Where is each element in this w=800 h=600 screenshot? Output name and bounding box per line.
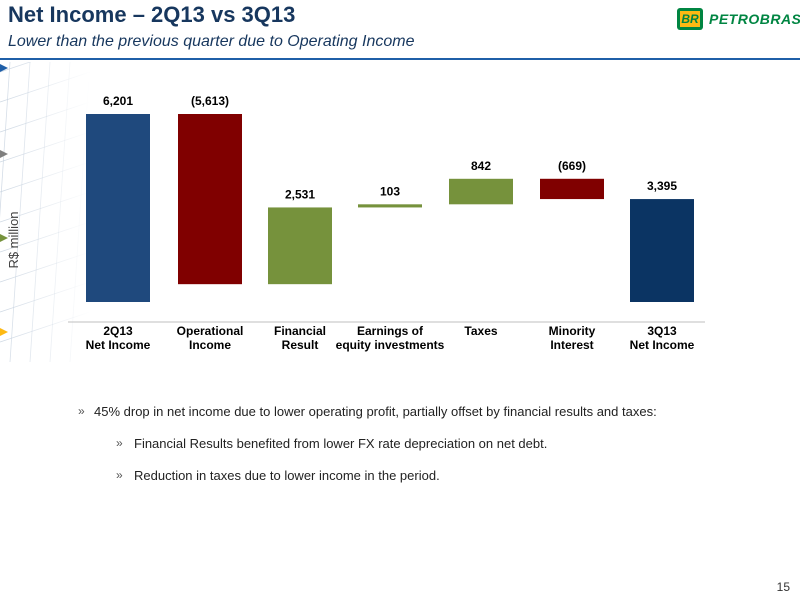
green-triangle-icon [0,234,8,242]
petrobras-logo: BR PETROBRAS [677,8,800,30]
br-badge-text: BR [680,11,700,27]
data-label-5: (669) [558,159,586,173]
category-label-4-0: Taxes [464,324,497,338]
bullet-item: » Financial Results benefited from lower … [78,436,778,451]
bar-1 [178,114,242,285]
bullet-marker-icon: » [78,404,85,418]
bullet-text: 45% drop in net income due to lower oper… [94,404,657,419]
data-label-2: 2,531 [285,187,315,201]
data-label-1: (5,613) [191,94,229,108]
logo-text: PETROBRAS [709,11,800,27]
yellow-triangle-icon [0,328,8,336]
page-subtitle: Lower than the previous quarter due to O… [8,33,415,50]
blue-triangle-icon [0,64,8,72]
category-label-6-0: 3Q13 [647,324,677,338]
bullet-text: Reduction in taxes due to lower income i… [134,468,440,483]
header-rule [0,58,800,60]
category-label-1-1: Income [189,338,231,352]
category-label-3-1: equity investments [336,338,445,352]
data-label-6: 3,395 [647,179,677,193]
bar-6 [630,199,694,302]
y-axis-label: R$ million [6,211,21,269]
category-label-0-1: Net Income [86,338,151,352]
category-label-1-0: Operational [177,324,244,338]
br-badge-icon: BR [677,8,703,30]
page-number: 15 [776,580,790,594]
bullet-list: » 45% drop in net income due to lower ope… [78,404,778,500]
category-label-6-1: Net Income [630,338,695,352]
category-label-5-1: Interest [550,338,593,352]
bullet-marker-icon: » [116,436,123,450]
gray-triangle-icon [0,150,8,158]
bar-2 [268,207,332,285]
data-label-3: 103 [380,184,400,198]
bullet-marker-icon: » [116,468,123,482]
data-label-4: 842 [471,159,491,173]
data-label-0: 6,201 [103,94,133,108]
category-label-5-0: Minority [549,324,596,338]
category-label-2-0: Financial [274,324,326,338]
category-label-0-0: 2Q13 [103,324,133,338]
page-title: Net Income – 2Q13 vs 3Q13 [8,2,296,27]
category-label-2-1: Result [282,338,319,352]
bar-4 [449,178,513,205]
bullet-item: » Reduction in taxes due to lower income … [78,468,778,483]
category-label-3-0: Earnings of [357,324,424,338]
bar-0 [86,114,150,302]
bullet-item: » 45% drop in net income due to lower ope… [78,404,778,419]
bar-5 [540,178,604,200]
grid-decoration [0,62,90,362]
bullet-text: Financial Results benefited from lower F… [134,436,548,451]
bar-3 [358,204,422,208]
